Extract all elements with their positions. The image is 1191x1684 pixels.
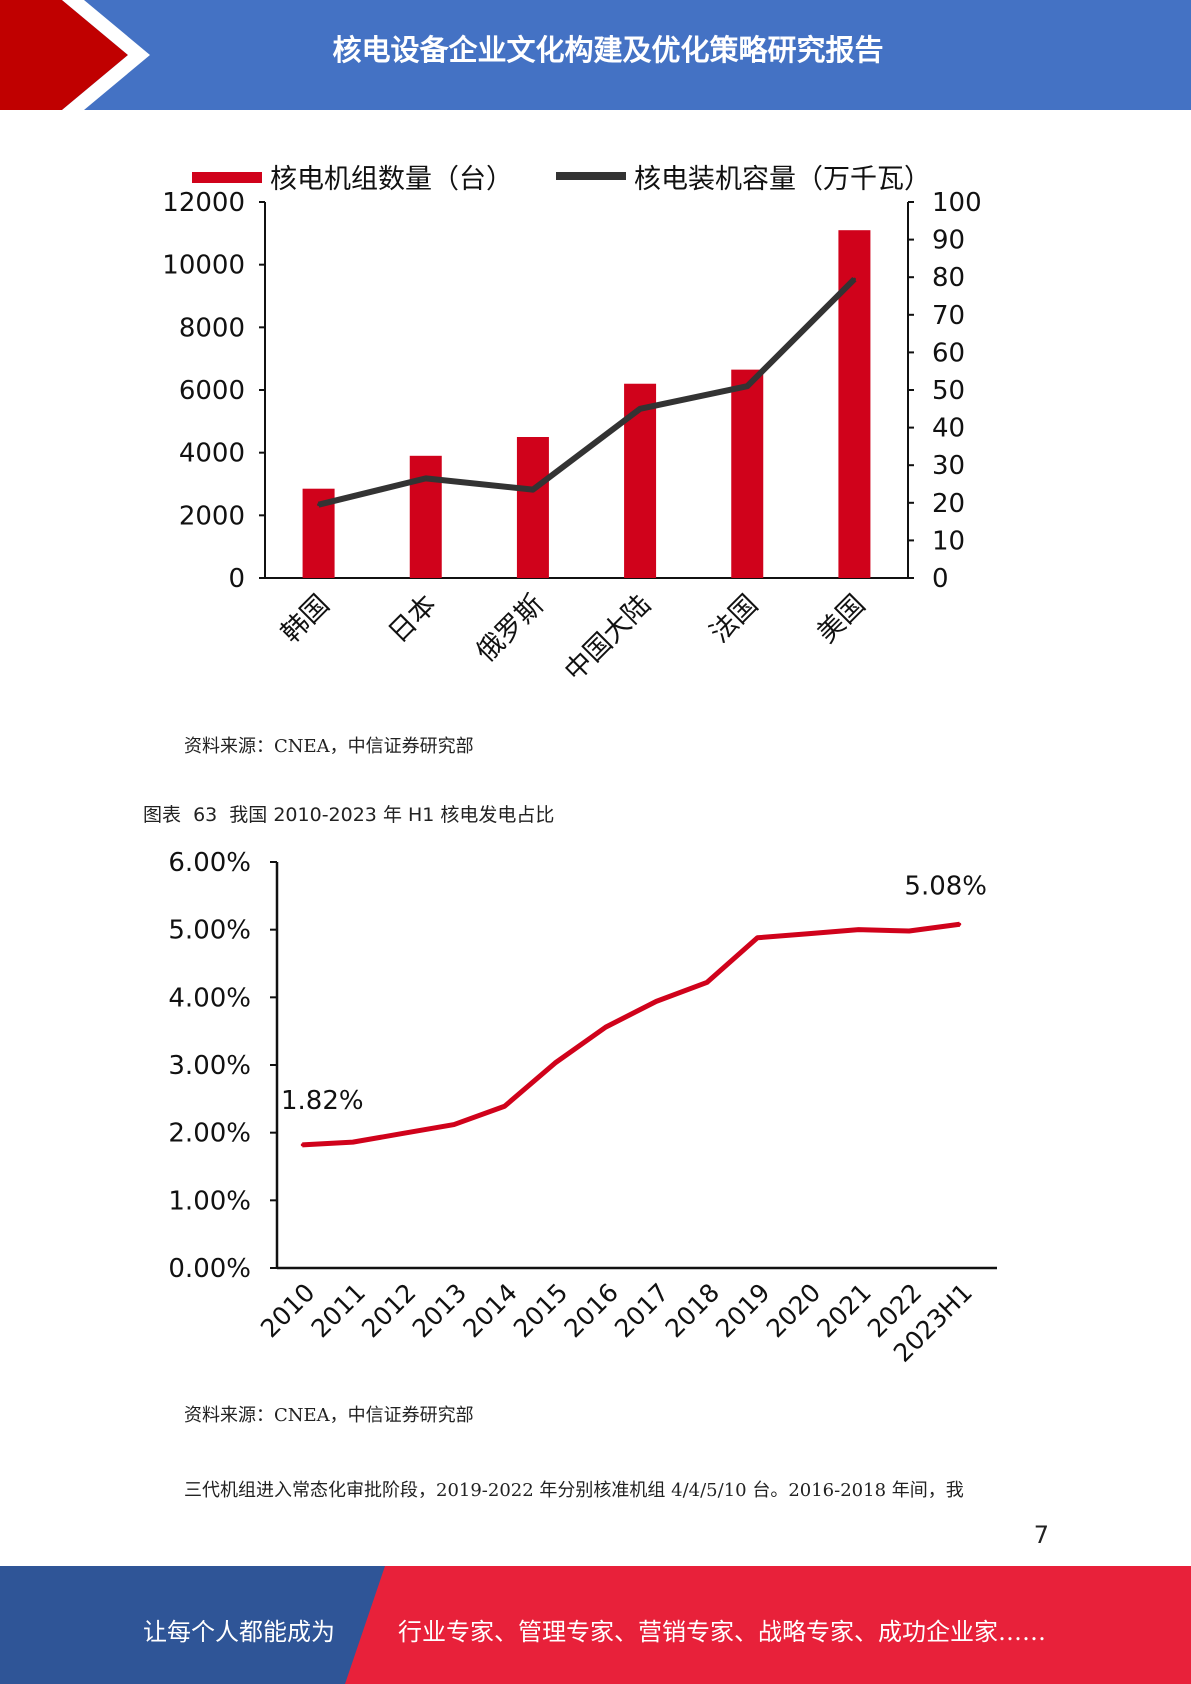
caption-number: 63 (193, 804, 218, 826)
page-footer (0, 1566, 1191, 1684)
line-point (638, 407, 642, 411)
body-paragraph: 三代机组进入常态化审批阶段，2019-2022 年分别核准机组 4/4/5/10… (184, 1480, 964, 1501)
y2-tick-label: 40 (932, 414, 965, 444)
line-point (452, 1123, 456, 1127)
footer-band-graphic (0, 1566, 1191, 1684)
line-point (401, 1131, 405, 1135)
x-tick-label: 2019 (710, 1278, 775, 1343)
bar (409, 455, 442, 578)
y-tick-label: 0 (228, 564, 245, 594)
generation-share-line (302, 921, 961, 1148)
page-number: 7 (1033, 1521, 1049, 1549)
y2-tick-label: 0 (932, 564, 949, 594)
legend-swatch-capacity (556, 172, 626, 180)
data-label-last: 5.08% (904, 871, 987, 901)
line-point (958, 922, 962, 926)
bar (731, 369, 764, 578)
line-point (424, 476, 428, 480)
line-point (857, 928, 861, 932)
header-title: 核电设备企业文化构建及优化策略研究报告 (332, 33, 884, 67)
x-tick-label: 2016 (558, 1278, 623, 1343)
x-tick-label: 2021 (811, 1278, 876, 1343)
line-point (907, 929, 911, 933)
x-tick-label: 2015 (508, 1278, 573, 1343)
y-tick-label: 8000 (179, 313, 245, 343)
line-point (705, 980, 709, 984)
legend-label-units: 核电机组数量（台） (270, 164, 513, 195)
line-point (553, 1061, 557, 1065)
x-tick-label: 美国 (811, 589, 871, 649)
page-header: 核电设备企业文化构建及优化策略研究报告 (0, 0, 1191, 110)
line-point (604, 1025, 608, 1029)
y2-tick-label: 30 (932, 451, 965, 481)
y-tick-label: 6.00% (168, 848, 251, 878)
line-point (654, 999, 658, 1003)
bar (624, 383, 657, 578)
y2-tick-label: 100 (932, 188, 982, 218)
y-tick-label: 6000 (179, 376, 245, 406)
caption-label: 图表 (143, 804, 182, 826)
x-tick-label: 韩国 (275, 589, 335, 649)
line-point (852, 277, 856, 281)
x-tick-label: 2014 (457, 1278, 522, 1343)
x-tick-label: 2010 (255, 1278, 320, 1343)
x-tick-label: 法国 (704, 589, 764, 649)
x-tick-label: 2020 (761, 1278, 826, 1343)
y2-tick-label: 90 (932, 226, 965, 256)
line-point (745, 384, 749, 388)
y-tick-label: 5.00% (168, 916, 251, 946)
x-tick-label: 2018 (660, 1278, 725, 1343)
line-point (351, 1140, 355, 1144)
legend-label-capacity: 核电装机容量（万千瓦） (634, 164, 931, 195)
figure-caption: 图表 63 我国 2010-2023 年 H1 核电发电占比 (143, 800, 560, 827)
y2-tick-label: 20 (932, 489, 965, 519)
data-label-first: 1.82% (281, 1086, 364, 1116)
y-tick-label: 1.00% (168, 1186, 251, 1216)
line-point (317, 503, 321, 507)
nuclear-generation-share-chart: 0.00%1.00%2.00%3.00%4.00%5.00%6.00%20102… (168, 848, 997, 1368)
y-tick-label: 4.00% (168, 983, 251, 1013)
y2-tick-label: 70 (932, 301, 965, 331)
y2-tick-label: 10 (932, 526, 965, 556)
y-tick-label: 12000 (162, 188, 245, 218)
footer-slogan-right: 行业专家、管理专家、营销专家、战略专家、成功企业家…… (398, 1618, 1046, 1646)
x-tick-label: 2011 (306, 1278, 371, 1343)
line-point (503, 1104, 507, 1108)
x-tick-label: 中国大陆 (559, 589, 657, 687)
y2-tick-label: 50 (932, 376, 965, 406)
x-tick-label: 日本 (383, 589, 443, 649)
y2-tick-label: 80 (932, 263, 965, 293)
line-point (531, 488, 535, 492)
bar (516, 437, 549, 578)
legend-swatch-units (192, 172, 262, 183)
y-tick-label: 10000 (162, 251, 245, 281)
x-tick-label: 2017 (609, 1278, 674, 1343)
line-point (755, 936, 759, 940)
nuclear-units-capacity-chart: 0 2000 4000 6000 8000 10000 12000 0 10 20 30 40 50 60… (162, 164, 982, 687)
y2-tick-label: 60 (932, 338, 965, 368)
line-point (806, 932, 810, 936)
chart1-source: 资料来源：CNEA，中信证券研究部 (184, 736, 474, 757)
y-tick-label: 2.00% (168, 1119, 251, 1149)
x-tick-label: 2012 (356, 1278, 421, 1343)
x-tick-label: 2013 (407, 1278, 472, 1343)
line-point (300, 1143, 304, 1147)
footer-slogan-left: 让每个人都能成为 (143, 1618, 335, 1646)
caption-text: 我国 2010-2023 年 H1 核电发电占比 (229, 804, 555, 826)
chart2-source: 资料来源：CNEA，中信证券研究部 (184, 1405, 474, 1426)
y-tick-label: 2000 (179, 501, 245, 531)
y-tick-label: 3.00% (168, 1051, 251, 1081)
capacity-line (317, 276, 857, 508)
y-tick-label: 4000 (179, 439, 245, 469)
header-arrow-graphic (0, 0, 150, 110)
y-tick-label: 0.00% (168, 1254, 251, 1284)
x-tick-label: 俄罗斯 (471, 589, 550, 668)
